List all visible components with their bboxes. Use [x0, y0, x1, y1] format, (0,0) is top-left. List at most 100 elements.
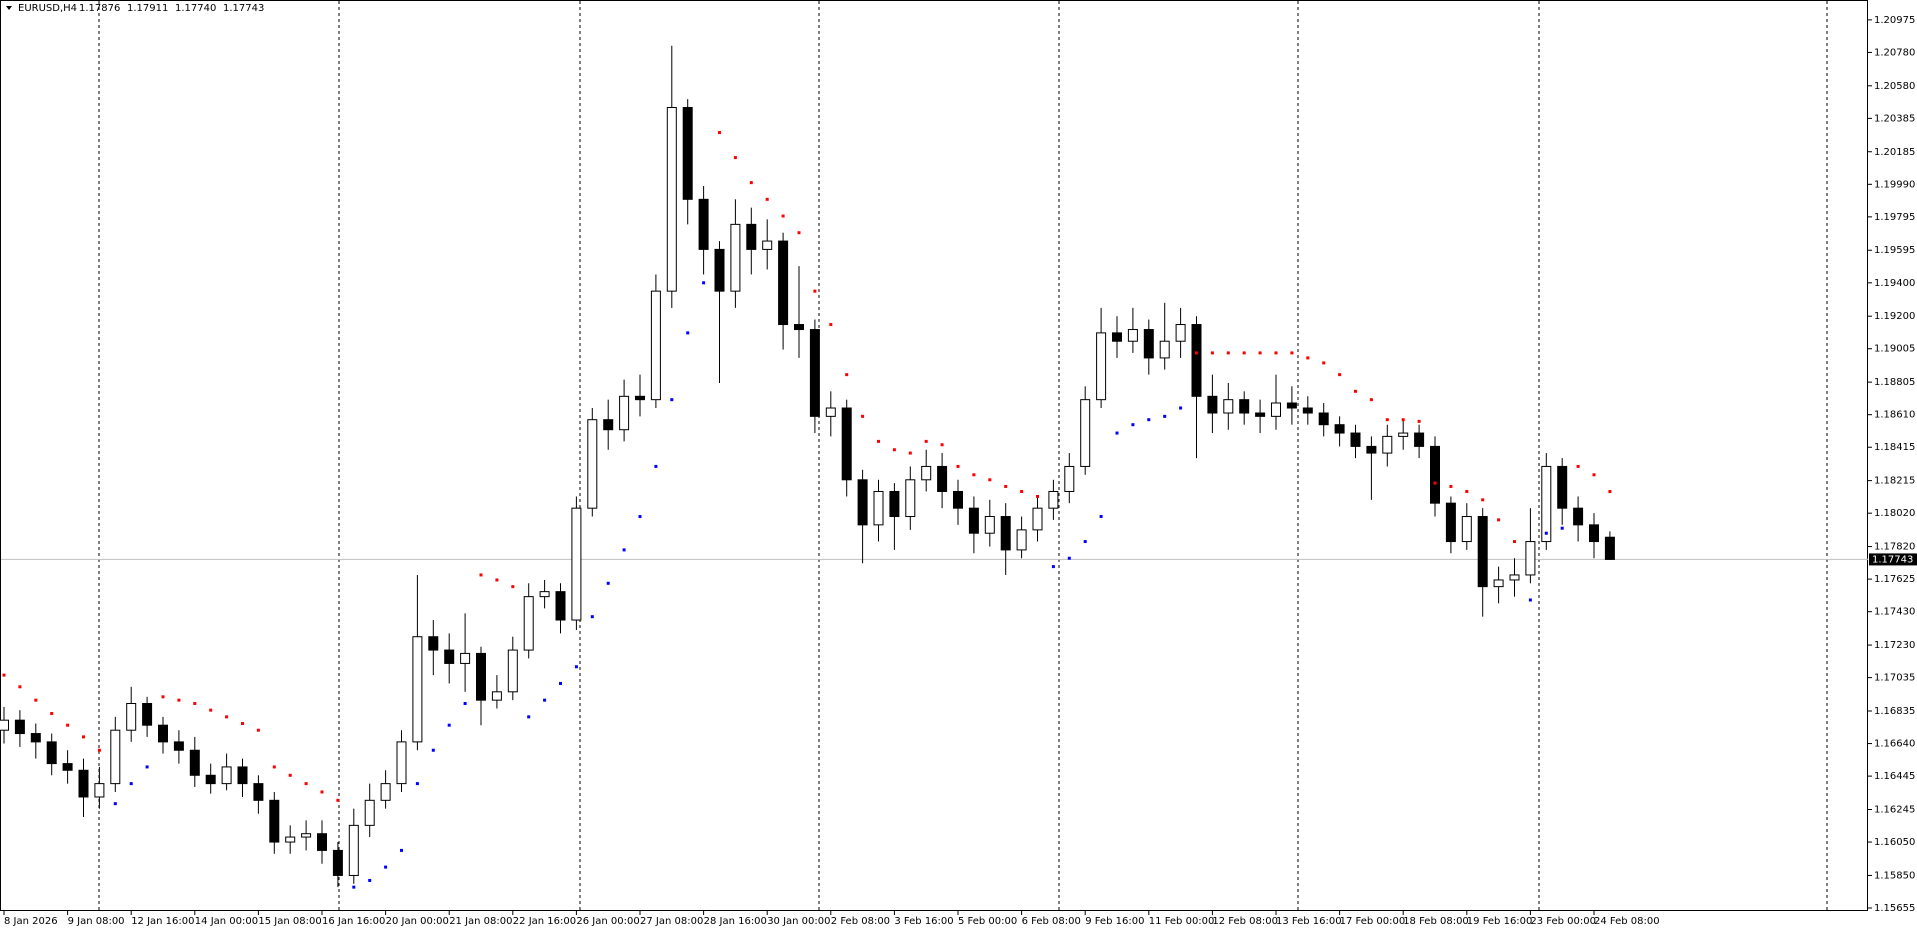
candle-body: [571, 507, 582, 621]
y-tick-label: 1.17820: [1874, 542, 1915, 553]
candle-body: [603, 419, 614, 431]
candle-body: [412, 636, 423, 743]
y-tick-label: 1.19795: [1874, 212, 1915, 223]
sar-dot: [129, 782, 133, 786]
sar-dot: [1179, 406, 1183, 410]
x-tick-label: 23 Feb 00:00: [1530, 916, 1596, 927]
x-tick-label: 21 Jan 08:00: [449, 916, 512, 927]
candle-body: [778, 240, 789, 326]
sar-dot: [225, 715, 229, 719]
candle-body: [142, 702, 153, 726]
candle-body: [301, 833, 312, 838]
x-tick-label: 14 Jan 00:00: [195, 916, 258, 927]
sar-dot: [1195, 351, 1198, 355]
sar-dot: [781, 214, 785, 218]
sar-dot: [241, 722, 244, 726]
x-tick-label: 9 Feb 16:00: [1085, 916, 1144, 927]
y-tick-label: 1.20975: [1874, 15, 1915, 26]
candle-body: [332, 849, 343, 876]
sar-dot: [1560, 526, 1564, 530]
candle-body: [1430, 445, 1440, 504]
sar-dot: [1322, 361, 1326, 365]
ohlc-high: 1.17911: [127, 3, 168, 14]
sar-dot: [352, 885, 356, 889]
price-tag: [1869, 553, 1917, 566]
candle-body: [1048, 490, 1059, 509]
sar-dot: [1306, 356, 1310, 360]
candle-body: [698, 198, 709, 250]
y-tick-label: 1.16835: [1874, 706, 1915, 717]
candle-body: [269, 799, 280, 843]
sar-dot: [877, 439, 880, 443]
candle-body: [1573, 507, 1584, 526]
candle-body: [1398, 432, 1409, 437]
candle-body: [94, 783, 105, 798]
sar-dot: [845, 373, 849, 377]
candle-body: [173, 741, 184, 751]
sar-dot: [861, 414, 865, 418]
sar-dot: [1099, 515, 1103, 519]
x-tick-label: 15 Jan 08:00: [258, 916, 321, 927]
y-tick-label: 1.19400: [1874, 278, 1915, 289]
candle-body: [30, 733, 41, 743]
sar-dot: [1131, 423, 1135, 427]
y-tick-label: 1.20385: [1874, 113, 1915, 124]
candle-body: [1525, 541, 1536, 576]
candle-body: [1541, 465, 1552, 543]
candle-body: [1159, 340, 1170, 359]
sar-dot: [177, 698, 181, 702]
candle-body: [730, 223, 741, 292]
y-tick-label: 1.19005: [1874, 344, 1915, 355]
sar-dot: [1354, 389, 1357, 393]
sar-dot: [1004, 484, 1008, 488]
candle-body: [46, 741, 57, 765]
candle-body: [984, 516, 995, 534]
sar-dot: [1067, 556, 1071, 560]
sar-dot: [1481, 498, 1485, 502]
candle-body: [285, 836, 296, 843]
x-tick-label: 30 Jan 00:00: [767, 916, 830, 927]
y-tick-label: 1.17625: [1874, 574, 1915, 585]
candle-body: [78, 769, 89, 798]
candle-body: [1286, 402, 1297, 409]
x-tick-label: 8 Jan 2026: [4, 916, 58, 927]
candle-body: [1127, 329, 1138, 342]
sar-dot: [622, 548, 626, 552]
candle-body: [1016, 529, 1027, 551]
sar-dot: [1210, 351, 1214, 355]
sar-dot: [765, 197, 769, 201]
candle-body: [189, 749, 200, 776]
candle-body: [1445, 502, 1456, 543]
x-tick-label: 3 Feb 16:00: [894, 916, 953, 927]
sar-dot: [400, 848, 403, 852]
candle-body: [1096, 332, 1107, 401]
candle-body: [953, 490, 963, 509]
sar-dot: [956, 464, 960, 468]
sar-dot: [495, 578, 499, 582]
sar-dot: [193, 701, 197, 705]
candle-body: [666, 107, 677, 292]
x-tick-label: 12 Jan 16:00: [131, 916, 194, 927]
ohlc-low: 1.17740: [175, 3, 216, 14]
x-tick-label: 22 Jan 16:00: [513, 916, 576, 927]
sar-dot: [559, 681, 562, 685]
candle-body: [539, 591, 550, 598]
candle-body: [1461, 516, 1472, 543]
sar-dot: [527, 715, 531, 719]
candle-body: [1032, 507, 1043, 531]
candle-body: [237, 766, 248, 785]
y-tick-label: 1.16245: [1874, 805, 1915, 816]
candle-body: [221, 766, 232, 785]
candle-body: [348, 824, 359, 876]
candle-body: [1064, 465, 1075, 492]
sar-dot: [686, 331, 690, 335]
x-tick-label: 11 Feb 00:00: [1149, 916, 1215, 927]
candle-body: [921, 465, 932, 481]
x-tick-label: 19 Feb 16:00: [1467, 916, 1533, 927]
x-tick-label: 16 Jan 16:00: [322, 916, 385, 927]
sar-dot: [66, 723, 70, 727]
candle-body: [158, 724, 168, 743]
candle-body: [714, 248, 725, 292]
sar-dot: [113, 802, 117, 806]
